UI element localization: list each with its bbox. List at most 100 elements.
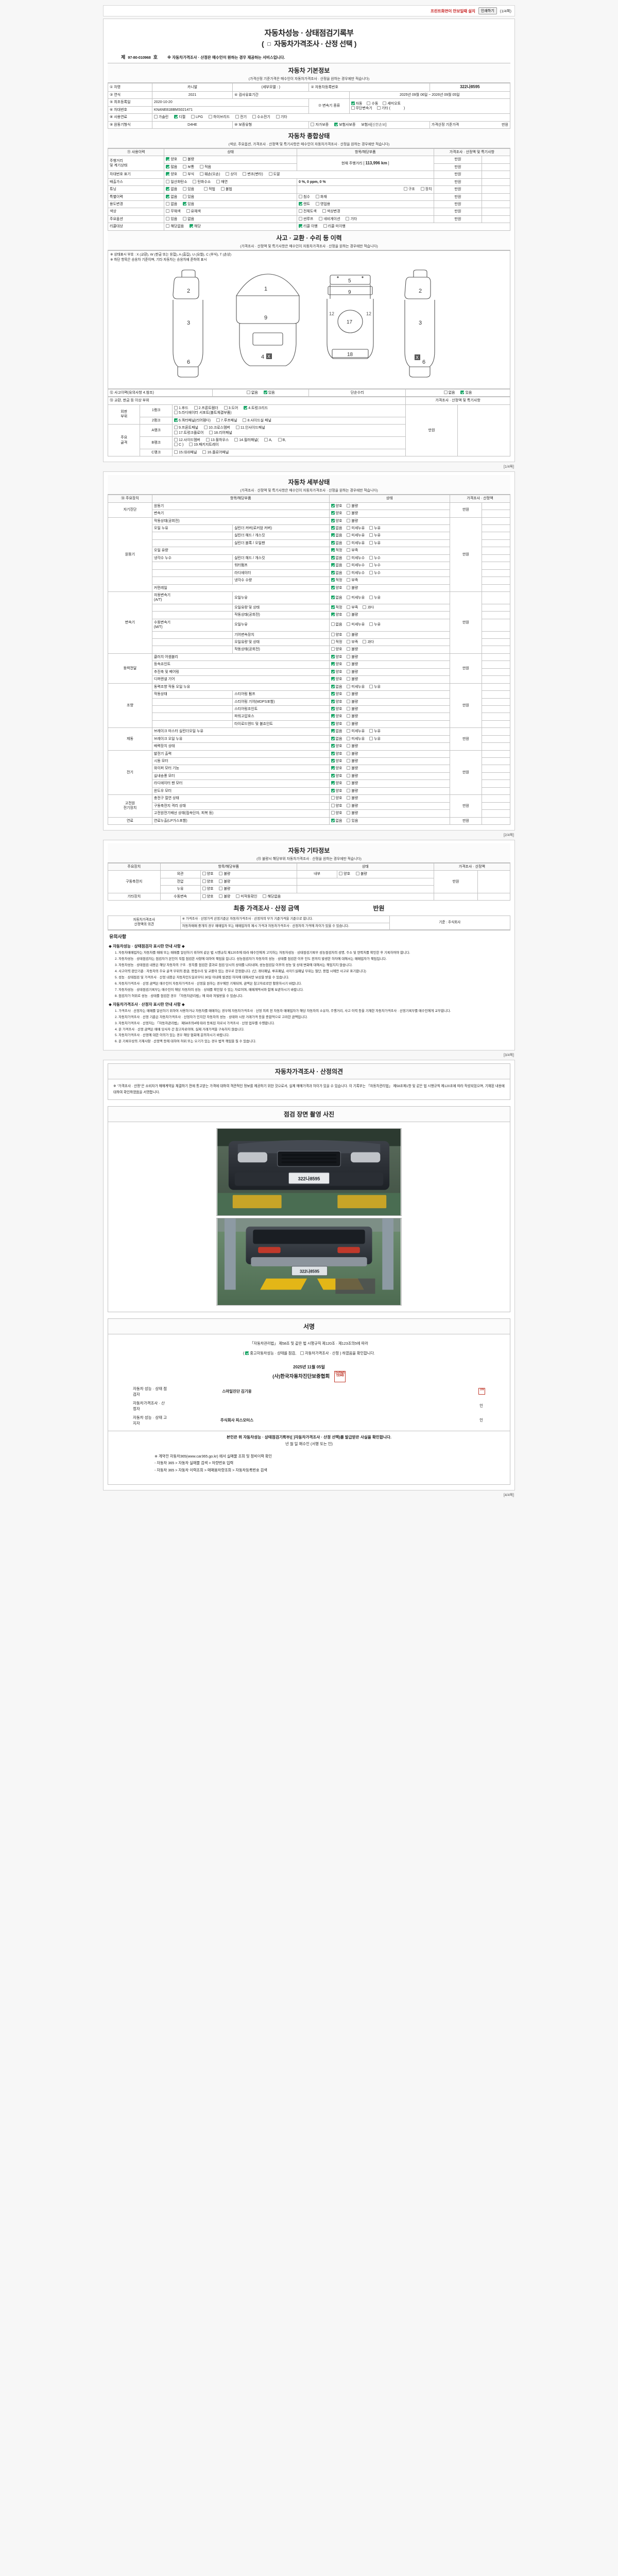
detail-note-cell[interactable] [482, 517, 510, 526]
status-option[interactable]: 없음 [331, 736, 342, 741]
vin-erased[interactable]: 도말 [268, 172, 280, 177]
detail-note-cell[interactable] [482, 683, 510, 691]
battery-int-good[interactable]: 양호 [339, 872, 350, 876]
vin-corrosion[interactable]: 부식 [183, 172, 194, 177]
detail-note-cell[interactable] [482, 653, 510, 662]
tuning-device[interactable]: 장치 [420, 187, 432, 192]
status-option[interactable]: 미세누수 [347, 570, 365, 575]
status-option[interactable]: 불량 [347, 751, 358, 756]
detail-note-cell[interactable] [482, 547, 510, 555]
detail-note-cell[interactable] [482, 817, 510, 825]
status-option[interactable]: 불량 [347, 669, 358, 674]
sign-price-checkbox[interactable] [300, 1351, 304, 1355]
status-option[interactable]: 양호 [331, 759, 342, 764]
status-option[interactable]: 양호 [331, 788, 342, 793]
accident-none[interactable]: 없음 [246, 390, 258, 395]
status-option[interactable]: 불량 [347, 721, 358, 726]
status-option[interactable]: 양호 [331, 518, 342, 523]
fuel-opt-hydrogen[interactable]: 수소전기 [252, 115, 270, 120]
status-option[interactable]: 불량 [347, 788, 358, 793]
status-option[interactable]: 미세누유 [347, 684, 365, 689]
trans-opt-semiauto[interactable]: 세미오토 [383, 101, 401, 106]
mileage-good[interactable]: 양호 [166, 157, 177, 162]
detail-note-cell[interactable] [482, 735, 510, 743]
status-option[interactable]: 불량 [347, 773, 358, 778]
detail-note-cell[interactable] [482, 742, 510, 751]
status-option[interactable]: 없음 [331, 526, 342, 531]
status-option[interactable]: 없음 [331, 729, 342, 734]
part-side-member[interactable]: 12.사이드멤버 [174, 437, 200, 443]
status-option[interactable]: 불량 [347, 766, 358, 771]
status-option[interactable]: 부족 [347, 640, 358, 645]
install-note[interactable]: 프린트화면이 안보일때 설치 [430, 8, 475, 13]
price-survey-checkbox[interactable] [267, 42, 271, 46]
mileage-bad[interactable]: 불량 [183, 157, 194, 162]
status-option[interactable]: 누유 [369, 533, 381, 538]
option-other[interactable]: 기타 [346, 216, 357, 222]
status-option[interactable]: 없음 [331, 622, 342, 627]
recall-na[interactable]: 해당없음 [166, 224, 184, 229]
special-note-cell[interactable] [482, 193, 510, 201]
detail-note-cell[interactable] [482, 779, 510, 788]
detail-note-cell[interactable] [482, 584, 510, 592]
usage-rent[interactable]: 렌트 [299, 202, 310, 207]
part-cross-member[interactable]: 10.크로스멤버 [203, 426, 230, 430]
status-option[interactable]: 불량 [347, 511, 358, 516]
status-option[interactable]: 불량 [347, 803, 358, 808]
fuel-opt-other[interactable]: 기타 [276, 115, 287, 120]
status-option[interactable]: 미세누유 [347, 540, 365, 546]
status-option[interactable]: 불량 [347, 811, 358, 816]
detail-note-cell[interactable] [482, 787, 510, 795]
part-radiator-support[interactable]: 5.라디에이터 서포트(볼트체결부품) [174, 411, 232, 415]
tuning-illegal[interactable]: 불법 [220, 187, 232, 192]
status-option[interactable]: 양호 [331, 632, 342, 637]
status-option[interactable]: 누유 [369, 736, 381, 741]
status-option[interactable]: 양호 [331, 721, 342, 726]
mileage-many[interactable]: 많음 [166, 164, 177, 170]
part-trunk-floor[interactable]: 17.트렁크플로어 [174, 430, 203, 435]
detail-note-cell[interactable] [482, 794, 510, 803]
status-option[interactable]: 미세누수 [347, 563, 365, 568]
battery-leak-bad[interactable]: 불량 [219, 887, 230, 891]
detail-note-cell[interactable] [482, 698, 510, 706]
option-note-cell[interactable] [482, 215, 510, 224]
detail-note-cell[interactable] [482, 727, 510, 736]
detail-note-cell[interactable] [482, 690, 510, 699]
mt-unverified[interactable]: 미작동확인 [236, 894, 258, 899]
simple-yes[interactable]: 있음 [460, 390, 472, 395]
battery-volt-good[interactable]: 양호 [202, 879, 214, 884]
status-option[interactable]: 불량 [347, 632, 358, 637]
status-option[interactable]: 부족 [347, 605, 358, 610]
status-option[interactable]: 양호 [331, 662, 342, 667]
status-option[interactable]: 누유 [369, 526, 381, 531]
status-option[interactable]: 있음 [347, 818, 358, 823]
status-option[interactable]: 양호 [331, 511, 342, 516]
status-option[interactable]: 없음 [331, 684, 342, 689]
other-note-cell[interactable] [477, 892, 510, 901]
part-front-fender[interactable]: 2.프론트휀더 [194, 405, 218, 411]
tuning-none[interactable]: 없음 [166, 187, 177, 192]
status-option[interactable]: 양호 [331, 773, 342, 778]
emission-hc[interactable]: 탄화수소 [193, 179, 211, 184]
status-option[interactable]: 적정 [331, 640, 342, 645]
part-roof-panel[interactable]: 7.루프패널 [216, 418, 237, 423]
status-option[interactable]: 양호 [331, 654, 342, 659]
status-option[interactable]: 양호 [331, 811, 342, 816]
status-option[interactable]: 양호 [331, 669, 342, 674]
mileage-note-cell-2[interactable] [482, 163, 510, 172]
recall-not-done[interactable]: 리콜 미이행 [323, 224, 346, 229]
usage-none[interactable]: 없음 [166, 202, 177, 207]
status-option[interactable]: 미세누유 [347, 622, 365, 627]
simple-none[interactable]: 없음 [443, 390, 455, 395]
status-option[interactable]: 누유 [369, 622, 381, 627]
battery-leak-good[interactable]: 양호 [202, 887, 214, 891]
status-option[interactable]: 불량 [347, 692, 358, 697]
fuel-opt-diesel[interactable]: 디젤 [174, 115, 185, 120]
detail-note-cell[interactable] [482, 569, 510, 578]
part-door[interactable]: 3.도어 [224, 405, 238, 411]
detail-note-cell[interactable] [482, 603, 510, 612]
status-option[interactable]: 누유 [369, 540, 381, 546]
status-option[interactable]: 양호 [331, 751, 342, 756]
status-option[interactable]: 양호 [331, 803, 342, 808]
part-side-sill-panel[interactable]: 8.사이드실 패널 [243, 418, 271, 423]
